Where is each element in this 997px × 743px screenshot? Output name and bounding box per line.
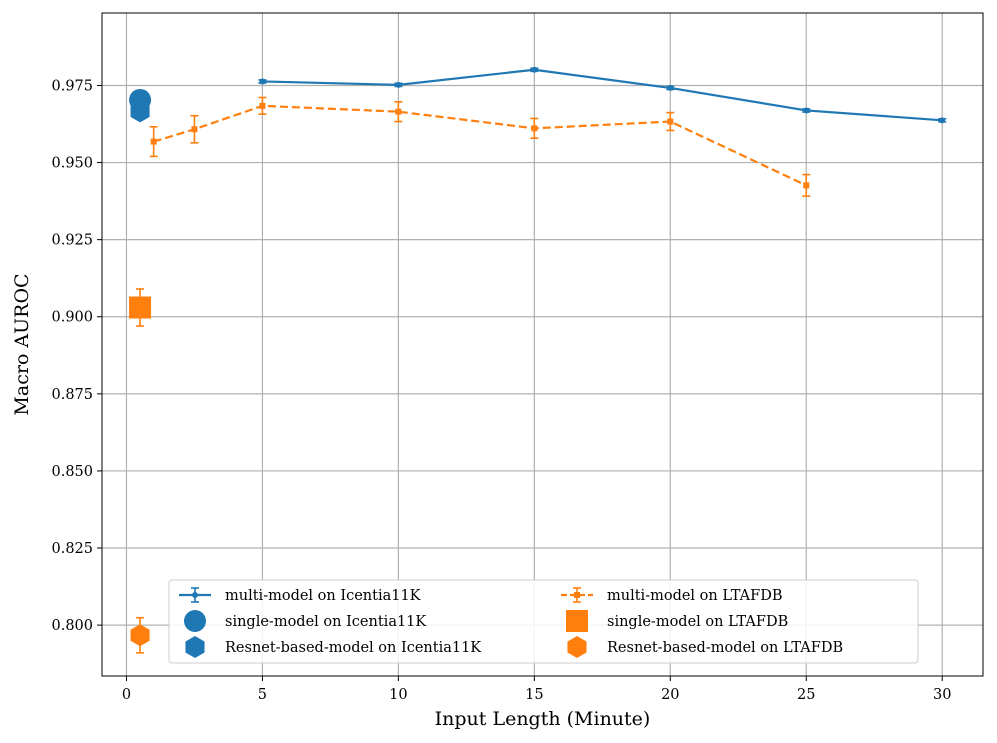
legend-item: multi-model on LTAFDB	[561, 587, 783, 604]
data-point	[395, 81, 402, 88]
y-tick-label: 0.825	[51, 541, 93, 557]
legend-label: Resnet-based-model on Icentia11K	[225, 640, 482, 656]
legend-marker	[567, 636, 587, 658]
legend-marker	[566, 610, 588, 632]
y-tick-label: 0.950	[51, 156, 93, 172]
y-tick-label: 0.925	[51, 233, 93, 249]
legend-item: single-model on LTAFDB	[566, 610, 788, 632]
legend-box	[168, 579, 919, 664]
legend-marker	[192, 592, 198, 598]
y-axis-title: Macro AUROC	[11, 273, 33, 415]
legend-marker	[184, 610, 206, 632]
data-point	[939, 117, 946, 124]
data-point	[259, 102, 266, 109]
series-3	[149, 96, 811, 197]
x-tick-label: 15	[525, 687, 543, 703]
y-tick-label: 0.850	[51, 464, 93, 480]
data-point	[803, 182, 810, 189]
y-tick-label: 0.800	[51, 618, 93, 634]
legend-label: single-model on LTAFDB	[607, 614, 788, 630]
legend: multi-model on Icentia11K single-model on…	[168, 579, 919, 664]
legend-label: single-model on Icentia11K	[225, 614, 427, 630]
x-tick-label: 20	[661, 687, 679, 703]
y-tick-label: 0.900	[51, 310, 93, 326]
data-point	[395, 108, 402, 115]
data-point	[259, 78, 266, 85]
x-tick-label: 25	[797, 687, 815, 703]
legend-label: multi-model on LTAFDB	[607, 588, 783, 604]
y-tick-label: 0.875	[51, 387, 93, 403]
x-axis-title: Input Length (Minute)	[435, 708, 651, 730]
data-point	[130, 100, 150, 123]
legend-item: Resnet-based-model on Icentia11K	[185, 636, 482, 658]
legend-item: single-model on Icentia11K	[184, 610, 427, 632]
x-tick-label: 0	[122, 687, 131, 703]
data-point	[531, 66, 538, 73]
y-tick-label: 0.975	[51, 78, 93, 94]
legend-item: Resnet-based-model on LTAFDB	[567, 636, 843, 658]
series-5	[130, 616, 150, 654]
series-0	[258, 66, 947, 124]
legend-marker	[574, 592, 580, 598]
legend-label: multi-model on Icentia11K	[225, 588, 422, 604]
x-axis-ticks: 0 5 10 15 20 25 30	[122, 676, 951, 703]
series-4	[129, 288, 152, 327]
series-2	[130, 100, 150, 123]
x-tick-label: 5	[258, 687, 267, 703]
legend-label: Resnet-based-model on LTAFDB	[607, 640, 843, 656]
y-axis-ticks: 0.800 0.825 0.850 0.875 0.900 0.925 0.950 0.975	[51, 78, 102, 634]
x-tick-label: 10	[389, 687, 407, 703]
data-point	[531, 125, 538, 132]
data-point	[667, 84, 674, 91]
data-point	[803, 107, 810, 114]
data-point	[150, 138, 157, 145]
data-point	[191, 126, 198, 133]
data-point	[129, 296, 152, 319]
data-point	[667, 118, 674, 125]
x-tick-label: 30	[933, 687, 951, 703]
plot-frame	[101, 12, 984, 677]
plot-area	[129, 66, 947, 654]
legend-item: multi-model on Icentia11K	[179, 587, 422, 604]
series-line	[262, 68, 943, 122]
data-point	[130, 624, 150, 647]
legend-marker	[185, 636, 205, 658]
